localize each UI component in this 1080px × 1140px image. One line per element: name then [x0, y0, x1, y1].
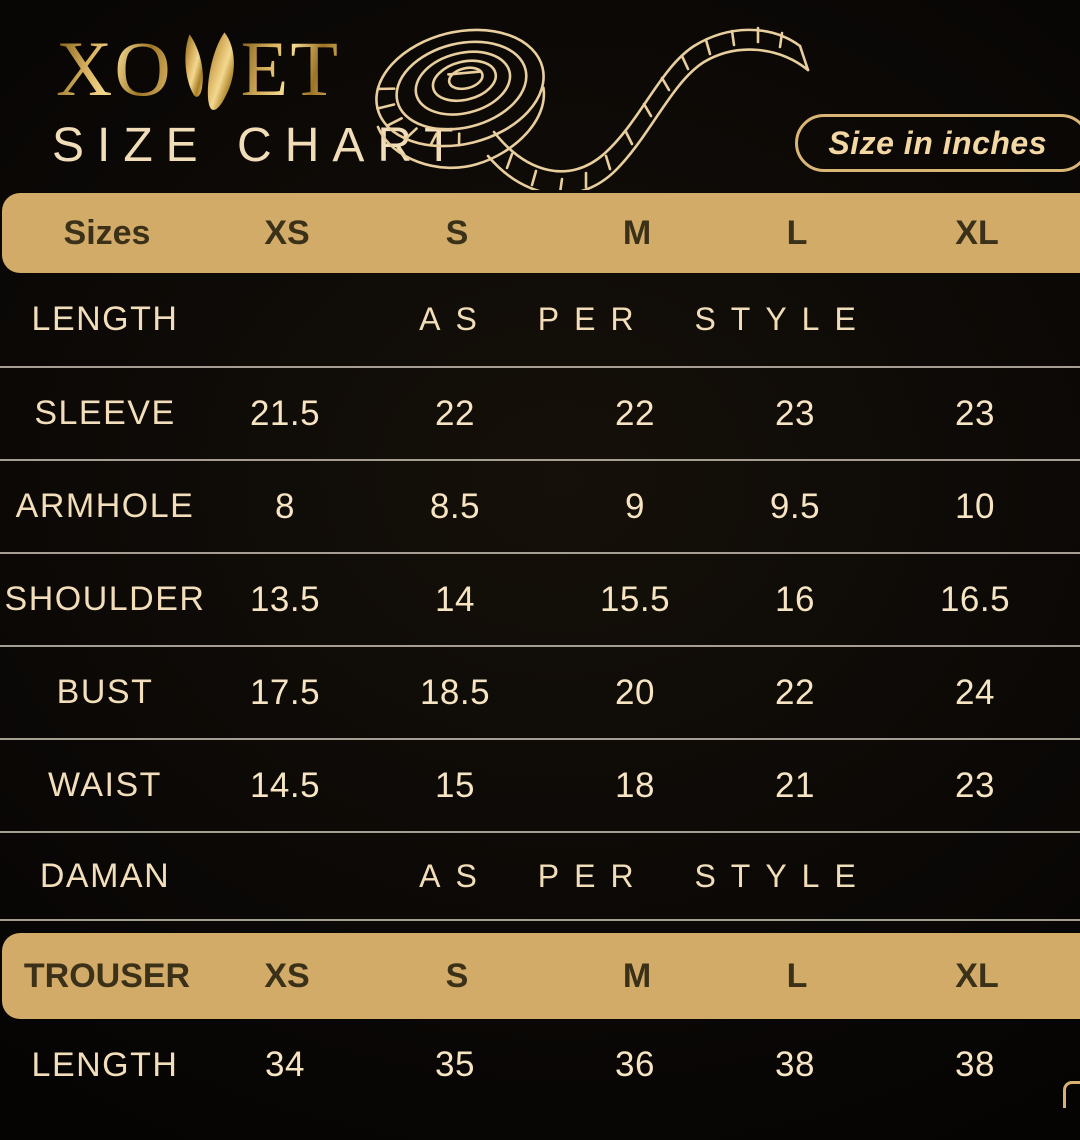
clipped-corner-decoration: [1063, 1081, 1080, 1108]
cell-trouser-length-l: 38: [775, 1045, 815, 1084]
table-row-sleeve: SLEEVE 21.5 22 22 23 23: [0, 368, 1080, 461]
table-row-bust: BUST 17.5 18.5 20 22 24: [0, 647, 1080, 740]
column-header-s: S: [445, 213, 469, 252]
cell-sleeve-xl: 23: [955, 393, 995, 433]
cell-sleeve-s: 22: [435, 393, 475, 433]
cell-sleeve-m: 22: [615, 393, 655, 433]
brand-text-right: ET: [240, 25, 340, 112]
column-header-trouser-m: M: [622, 956, 652, 995]
row-label-armhole: ARMHOLE: [15, 487, 195, 525]
cell-waist-l: 21: [775, 765, 815, 805]
measuring-tape-icon: [375, 26, 810, 190]
column-header-trouser: TROUSER: [23, 956, 191, 995]
cell-bust-s: 18.5: [419, 672, 491, 712]
column-header-trouser-s: S: [445, 956, 469, 995]
column-header-xl: XL: [955, 213, 999, 252]
cell-waist-xl: 23: [955, 765, 995, 805]
cell-bust-l: 22: [775, 672, 815, 712]
cell-waist-xs: 14.5: [249, 765, 321, 805]
cell-waist-m: 18: [615, 765, 655, 805]
row-label-bust: BUST: [56, 673, 154, 711]
size-unit-badge: Size in inches: [795, 114, 1080, 172]
cell-shoulder-m: 15.5: [599, 579, 671, 619]
cell-shoulder-s: 14: [435, 579, 475, 619]
table-row-length: LENGTH AS PER STYLE: [0, 273, 1080, 368]
sizes-header-bar: Sizes XS S M L XL: [2, 193, 1080, 273]
row-label-sleeve: SLEEVE: [34, 394, 176, 432]
brand-text-left: XO: [56, 25, 173, 112]
cell-shoulder-l: 16: [775, 579, 815, 619]
cell-shoulder-xl: 16.5: [939, 579, 1011, 619]
cell-sleeve-xs: 21.5: [249, 393, 321, 433]
column-header-trouser-xs: XS: [264, 956, 310, 995]
brand-logo: XO ET: [56, 30, 340, 126]
spacer: [0, 921, 1080, 933]
cell-trouser-length-xs: 34: [265, 1045, 305, 1084]
header: XO ET SIZE CHART: [0, 0, 1080, 193]
column-header-trouser-xl: XL: [955, 956, 999, 995]
cell-shoulder-xs: 13.5: [249, 579, 321, 619]
cell-trouser-length-s: 35: [435, 1045, 475, 1084]
cell-armhole-l: 9.5: [769, 486, 821, 526]
row-label-daman: DAMAN: [39, 856, 171, 895]
column-header-sizes: Sizes: [63, 213, 151, 252]
cell-bust-xl: 24: [955, 672, 995, 712]
cell-armhole-xs: 8: [275, 486, 295, 526]
cell-trouser-length-xl: 38: [955, 1045, 995, 1084]
column-header-l: L: [786, 213, 808, 252]
size-unit-badge-label: Size in inches: [828, 124, 1047, 161]
size-table: Sizes XS S M L XL LENGTH AS PER STYLE SL…: [0, 193, 1080, 1111]
cell-trouser-length-m: 36: [615, 1045, 655, 1084]
row-label-length: LENGTH: [31, 300, 179, 338]
row-label-shoulder: SHOULDER: [4, 580, 206, 618]
trouser-header-bar: TROUSER XS S M L XL: [2, 933, 1080, 1019]
cell-armhole-s: 8.5: [429, 486, 481, 526]
column-header-xs: XS: [264, 213, 310, 252]
table-row-shoulder: SHOULDER 13.5 14 15.5 16 16.5: [0, 554, 1080, 647]
table-row-trouser-length: LENGTH 34 35 36 38 38: [0, 1019, 1080, 1111]
column-header-trouser-l: L: [786, 956, 808, 995]
cell-sleeve-l: 23: [775, 393, 815, 433]
row-label-trouser-length: LENGTH: [31, 1045, 179, 1084]
cell-armhole-m: 9: [625, 486, 645, 526]
cell-bust-m: 20: [615, 672, 655, 712]
table-row-waist: WAIST 14.5 15 18 21 23: [0, 740, 1080, 833]
row-span-value: AS PER STYLE: [419, 857, 871, 894]
cell-armhole-xl: 10: [955, 486, 995, 526]
row-span-value: AS PER STYLE: [419, 301, 871, 337]
cell-bust-xs: 17.5: [249, 672, 321, 712]
table-row-armhole: ARMHOLE 8 8.5 9 9.5 10: [0, 461, 1080, 554]
row-label-waist: WAIST: [48, 766, 162, 804]
brand-v-petals-icon: [185, 32, 234, 111]
page-title: SIZE CHART: [52, 119, 467, 172]
column-header-m: M: [622, 213, 652, 252]
table-row-daman: DAMAN AS PER STYLE: [0, 833, 1080, 921]
cell-waist-s: 15: [435, 765, 475, 805]
